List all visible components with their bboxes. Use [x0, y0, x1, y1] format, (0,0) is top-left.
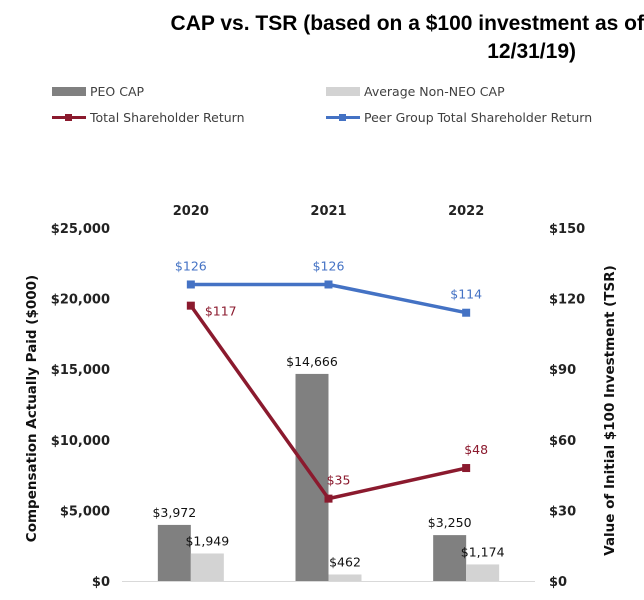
y-left-tick-label: $10,000 — [51, 434, 110, 449]
legend-label-non-neo-cap: Average Non-NEO CAP — [364, 84, 505, 99]
category-label: 2022 — [448, 204, 484, 219]
y-left-tick-label: $20,000 — [51, 293, 110, 308]
tsr-data-label: $117 — [205, 304, 237, 319]
legend-item-tsr: Total Shareholder Return — [52, 110, 245, 125]
bar-data-label: $14,666 — [286, 354, 338, 369]
y-right-axis-title: Value of Initial $100 Investment (TSR) — [602, 265, 618, 556]
bar-data-label: $462 — [329, 554, 361, 569]
chart-title: CAP vs. TSR (based on a $100 investment … — [110, 10, 644, 66]
legend-item-non-neo-cap: Average Non-NEO CAP — [326, 84, 505, 99]
bar-data-label: $3,250 — [428, 515, 472, 530]
legend-swatch-peer-tsr — [326, 113, 360, 122]
category-label: 2020 — [173, 204, 209, 219]
bar-data-label: $1,949 — [185, 533, 229, 548]
legend-label-tsr: Total Shareholder Return — [90, 110, 245, 125]
peer-tsr-data-label: $126 — [175, 258, 207, 273]
y-left-tick-label: $15,000 — [51, 363, 110, 378]
y-left-tick-label: $0 — [92, 575, 110, 590]
tsr-marker — [186, 301, 195, 310]
legend-swatch-non-neo-cap — [326, 87, 360, 96]
tsr-data-label: $35 — [327, 473, 351, 488]
y-right-tick-label: $150 — [549, 222, 585, 237]
bar-peo-cap — [157, 524, 191, 581]
peer-tsr-data-label: $114 — [450, 287, 482, 302]
bar-data-label: $3,972 — [152, 505, 196, 520]
bar-non-neo-cap — [190, 553, 224, 581]
bar-data-label: $1,174 — [461, 544, 505, 559]
peer-tsr-marker — [324, 280, 333, 289]
legend-label-peer-tsr: Peer Group Total Shareholder Return — [364, 110, 593, 125]
y-left-axis-title: Compensation Actually Paid ($000) — [24, 275, 40, 542]
legend-swatch-tsr — [52, 113, 86, 122]
bar-non-neo-cap — [466, 564, 500, 581]
y-right-tick-label: $0 — [549, 575, 567, 590]
legend-item-peo-cap: PEO CAP — [52, 84, 144, 99]
y-right-tick-label: $120 — [549, 293, 585, 308]
bar-non-neo-cap — [328, 574, 362, 581]
peer-tsr-marker — [186, 280, 195, 289]
category-label: 2021 — [310, 204, 346, 219]
tsr-marker — [324, 494, 333, 503]
legend-label-peo-cap: PEO CAP — [90, 84, 145, 99]
y-left-tick-label: $25,000 — [51, 222, 110, 237]
legend-item-peer-tsr: Peer Group Total Shareholder Return — [326, 110, 592, 125]
chart-title-line-1: CAP vs. TSR (based on a $100 investment … — [170, 12, 644, 35]
peer-tsr-marker — [462, 308, 471, 317]
chart-title-line-2: 12/31/19) — [487, 40, 576, 63]
bar-peo-cap — [433, 535, 467, 581]
y-right-tick-label: $60 — [549, 434, 576, 449]
y-left-tick-label: $5,000 — [60, 504, 110, 519]
y-right-tick-label: $90 — [549, 363, 576, 378]
peer-tsr-data-label: $126 — [313, 258, 345, 273]
legend-swatch-peo-cap — [52, 87, 86, 96]
tsr-marker — [462, 464, 471, 473]
legend: PEO CAP Average Non-NEO CAP Total Shareh… — [0, 0, 644, 140]
y-right-tick-label: $30 — [549, 504, 576, 519]
tsr-data-label: $48 — [464, 442, 488, 457]
